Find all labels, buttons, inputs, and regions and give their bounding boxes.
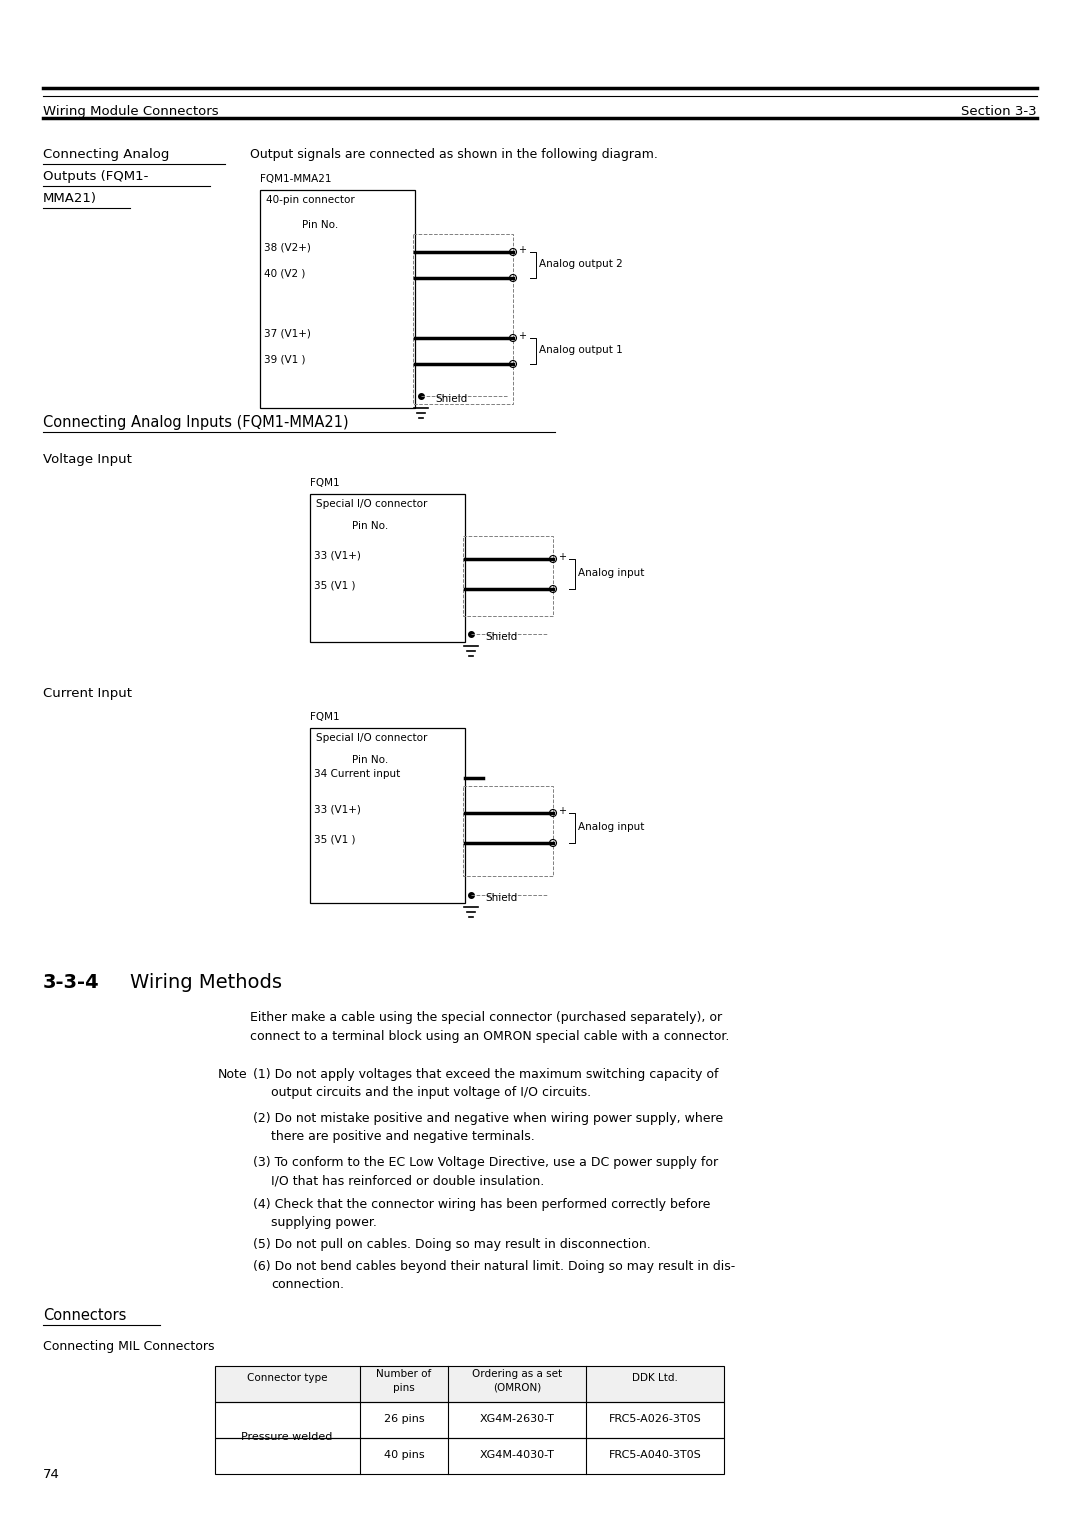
Text: Shield: Shield	[485, 892, 517, 903]
Text: DDK Ltd.: DDK Ltd.	[632, 1374, 678, 1383]
Text: 37 (V1+): 37 (V1+)	[264, 329, 311, 339]
Bar	[463, 785, 553, 876]
Text: supplying power.: supplying power.	[271, 1216, 377, 1229]
Bar	[215, 1403, 724, 1438]
Bar	[260, 189, 415, 408]
Text: Number of: Number of	[376, 1369, 432, 1378]
Text: 34 Current input: 34 Current input	[314, 769, 401, 779]
Text: 35 (V1 ): 35 (V1 )	[314, 581, 355, 590]
Text: there are positive and negative terminals.: there are positive and negative terminal…	[271, 1131, 535, 1143]
Text: (OMRON): (OMRON)	[492, 1383, 541, 1394]
Text: Analog input: Analog input	[578, 822, 645, 833]
Text: 33 (V1+): 33 (V1+)	[314, 804, 361, 814]
Text: 39 (V1 ): 39 (V1 )	[264, 354, 306, 365]
Text: Pressure welded: Pressure welded	[241, 1432, 333, 1442]
Bar	[215, 1438, 724, 1475]
Text: XG4M-2630-T: XG4M-2630-T	[480, 1413, 554, 1424]
Text: (5) Do not pull on cables. Doing so may result in disconnection.: (5) Do not pull on cables. Doing so may …	[253, 1238, 651, 1251]
Bar	[310, 494, 465, 642]
Text: +: +	[558, 552, 566, 562]
Text: Pin No.: Pin No.	[302, 220, 338, 231]
Text: +: +	[558, 805, 566, 816]
Text: 35 (V1 ): 35 (V1 )	[314, 834, 355, 843]
Text: Ordering as a set: Ordering as a set	[472, 1369, 562, 1378]
Text: Shield: Shield	[435, 394, 468, 403]
Text: FRC5-A026-3T0S: FRC5-A026-3T0S	[609, 1413, 701, 1424]
Text: Analog input: Analog input	[578, 568, 645, 578]
Text: XG4M-4030-T: XG4M-4030-T	[480, 1450, 554, 1459]
Text: Pin No.: Pin No.	[352, 755, 388, 766]
Text: (1) Do not apply voltages that exceed the maximum switching capacity of: (1) Do not apply voltages that exceed th…	[253, 1068, 718, 1080]
Text: Current Input: Current Input	[43, 688, 132, 700]
Text: Voltage Input: Voltage Input	[43, 452, 132, 466]
Text: FQM1: FQM1	[310, 478, 339, 487]
Text: (2) Do not mistake positive and negative when wiring power supply, where: (2) Do not mistake positive and negative…	[253, 1112, 724, 1125]
Text: 26 pins: 26 pins	[383, 1413, 424, 1424]
Text: FRC5-A040-3T0S: FRC5-A040-3T0S	[609, 1450, 701, 1459]
Bar	[310, 727, 465, 903]
Text: +: +	[518, 244, 526, 255]
Text: Connector type: Connector type	[246, 1374, 327, 1383]
Text: Connecting Analog: Connecting Analog	[43, 148, 170, 160]
Text: +: +	[518, 332, 526, 341]
Text: (4) Check that the connector wiring has been performed correctly before: (4) Check that the connector wiring has …	[253, 1198, 711, 1212]
Text: 74: 74	[43, 1468, 59, 1481]
Text: Either make a cable using the special connector (purchased separately), or: Either make a cable using the special co…	[249, 1012, 723, 1024]
Text: 33 (V1+): 33 (V1+)	[314, 550, 361, 559]
Text: Connectors: Connectors	[43, 1308, 126, 1323]
Text: (3) To conform to the EC Low Voltage Directive, use a DC power supply for: (3) To conform to the EC Low Voltage Dir…	[253, 1157, 718, 1169]
Text: Special I/O connector: Special I/O connector	[316, 733, 428, 743]
Text: FQM1: FQM1	[310, 712, 339, 723]
Bar	[413, 234, 513, 403]
Text: Note: Note	[218, 1068, 247, 1080]
Text: (6) Do not bend cables beyond their natural limit. Doing so may result in dis-: (6) Do not bend cables beyond their natu…	[253, 1261, 735, 1273]
Text: Analog output 2: Analog output 2	[539, 260, 623, 269]
Text: Output signals are connected as shown in the following diagram.: Output signals are connected as shown in…	[249, 148, 658, 160]
Text: I/O that has reinforced or double insulation.: I/O that has reinforced or double insula…	[271, 1174, 544, 1187]
Text: FQM1-MMA21: FQM1-MMA21	[260, 174, 332, 183]
Text: Connecting Analog Inputs (FQM1-MMA21): Connecting Analog Inputs (FQM1-MMA21)	[43, 416, 349, 429]
Text: 38 (V2+): 38 (V2+)	[264, 243, 311, 254]
Text: 3-3-4: 3-3-4	[43, 973, 99, 992]
Text: Shield: Shield	[485, 633, 517, 642]
Text: 40 pins: 40 pins	[383, 1450, 424, 1459]
Text: Connecting MIL Connectors: Connecting MIL Connectors	[43, 1340, 215, 1352]
Text: pins: pins	[393, 1383, 415, 1394]
Text: connection.: connection.	[271, 1277, 345, 1291]
Text: 40-pin connector: 40-pin connector	[266, 196, 354, 205]
Text: Special I/O connector: Special I/O connector	[316, 500, 428, 509]
Bar	[463, 536, 553, 616]
Bar	[215, 1366, 724, 1403]
Text: Section 3-3: Section 3-3	[961, 105, 1037, 118]
Text: Wiring Methods: Wiring Methods	[130, 973, 282, 992]
Text: 40 (V2 ): 40 (V2 )	[264, 269, 306, 280]
Text: MMA21): MMA21)	[43, 193, 97, 205]
Text: output circuits and the input voltage of I/O circuits.: output circuits and the input voltage of…	[271, 1086, 591, 1099]
Text: Wiring Module Connectors: Wiring Module Connectors	[43, 105, 218, 118]
Text: Analog output 1: Analog output 1	[539, 345, 623, 354]
Text: Outputs (FQM1-: Outputs (FQM1-	[43, 170, 148, 183]
Text: connect to a terminal block using an OMRON special cable with a connector.: connect to a terminal block using an OMR…	[249, 1030, 729, 1044]
Text: Pin No.: Pin No.	[352, 521, 388, 532]
